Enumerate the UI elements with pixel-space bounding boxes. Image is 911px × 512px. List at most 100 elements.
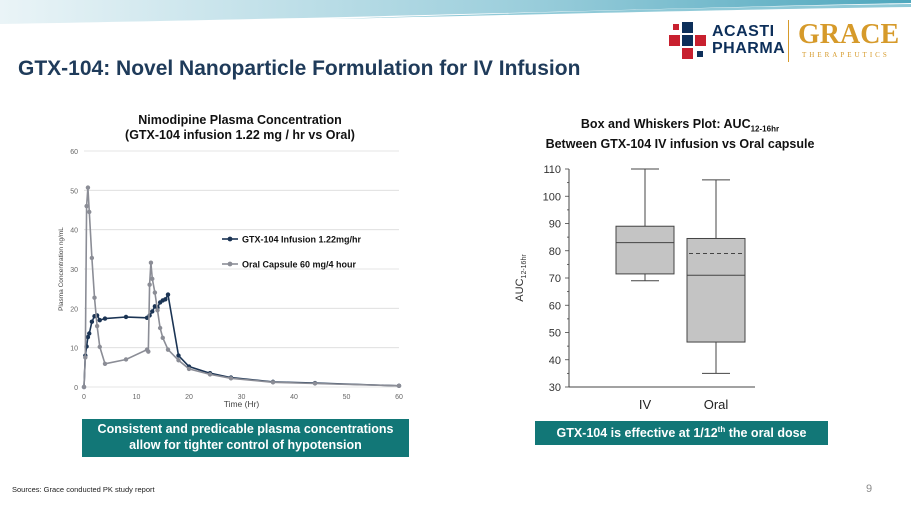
iv-iqr-box xyxy=(615,225,675,275)
y-tick-label: 40 xyxy=(70,228,78,235)
right-chart-title-line1: Box and Whiskers Plot: AUC12-16hr xyxy=(530,117,830,137)
iv-data-point xyxy=(123,314,129,320)
auc-box-whisker-chart: 30 40 50 60 70 80 90 100 110 AUC12-16hr IV Oral xyxy=(514,164,755,412)
oral-data-point xyxy=(207,372,213,377)
y-tick-label: 110 xyxy=(543,164,561,176)
y-tick-label: 60 xyxy=(70,149,78,156)
oral-data-point xyxy=(81,384,87,390)
right-chart-title-line2: Between GTX-104 IV infusion vs Oral caps… xyxy=(545,136,815,151)
oral-iqr-box xyxy=(686,237,746,343)
acasti-logo-line1: ACASTI xyxy=(712,23,775,40)
legend-swatch-marker xyxy=(227,261,233,267)
right-callout-box: GTX-104 is effective at 1/12th the oral … xyxy=(535,421,828,445)
x-tick-label: 40 xyxy=(290,394,298,401)
legend-swatch-marker xyxy=(227,236,233,242)
iv-data-point xyxy=(85,334,91,340)
x-tick-label: 0 xyxy=(82,394,86,401)
oral-data-point xyxy=(87,209,92,215)
acasti-logo-line2: PHARMA xyxy=(712,40,786,57)
acasti-logo-icon xyxy=(669,22,706,59)
x-tick-label: 30 xyxy=(238,394,246,401)
y-tick-label: 100 xyxy=(543,191,561,203)
y-axis-label: AUC12-16hr xyxy=(514,254,528,302)
oral-data-point xyxy=(123,357,129,362)
oral-data-point xyxy=(186,366,192,372)
left-chart-title-line1: Nimodipine Plasma Concentration xyxy=(138,113,342,127)
y-tick-label: 30 xyxy=(549,382,561,394)
x-tick-label: 60 xyxy=(395,394,403,401)
oral-data-point xyxy=(97,344,102,350)
left-callout-line2: allow for tighter control of hypotension xyxy=(129,438,362,452)
right-chart-title-main: Box and Whiskers Plot: AUC xyxy=(580,117,751,131)
oral-data-point xyxy=(155,308,160,313)
oral-data-point xyxy=(94,323,100,329)
oral-data-point xyxy=(157,325,163,331)
grace-logo-subtitle: THERAPEUTICS xyxy=(802,51,890,59)
iv-data-point xyxy=(176,353,181,358)
y-tick-label: 0 xyxy=(74,385,78,392)
y-tick-label: 10 xyxy=(70,346,78,353)
left-chart-title: Nimodipine Plasma Concentration (GTX-104… xyxy=(80,113,400,143)
y-tick-label: 60 xyxy=(549,300,561,312)
x-axis-label: Time (Hr) xyxy=(224,399,260,409)
iv-data-point xyxy=(97,317,102,323)
oral-data-point xyxy=(146,349,151,354)
right-callout-superscript: th xyxy=(717,424,726,434)
left-callout-box: Consistent and predicable plasma concent… xyxy=(82,419,409,457)
oral-data-point xyxy=(150,276,155,282)
y-tick-label: 90 xyxy=(549,219,561,231)
oral-data-point xyxy=(270,380,276,385)
oral-data-point xyxy=(396,383,402,389)
header-swoosh-decoration xyxy=(0,0,911,24)
legend-label: GTX-104 Infusion 1.22mg/hr xyxy=(242,235,362,245)
sources-note: Sources: Grace conducted PK study report xyxy=(12,485,155,494)
x-category-label: IV xyxy=(639,397,652,412)
oral-data-point xyxy=(102,361,108,366)
x-tick-label: 10 xyxy=(133,394,141,401)
right-chart-title-subscript: 12-16hr xyxy=(750,124,780,134)
series-line-oral xyxy=(83,187,400,388)
oral-data-point xyxy=(160,335,165,341)
oral-data-point xyxy=(176,358,181,363)
y-tick-label: 50 xyxy=(70,188,78,195)
y-tick-label: 40 xyxy=(549,355,561,367)
slide-title: GTX-104: Novel Nanoparticle Formulation … xyxy=(18,57,581,80)
company-logos: ACASTI PHARMA GRACE THERAPEUTICS xyxy=(668,20,908,64)
oral-data-point xyxy=(92,295,97,300)
oral-data-point xyxy=(89,255,95,261)
oral-data-point xyxy=(148,260,154,265)
iv-data-point xyxy=(102,316,108,321)
x-tick-label: 50 xyxy=(343,394,351,401)
y-tick-label: 50 xyxy=(549,328,561,340)
y-axis-label: Plasma Concentration ng/mL xyxy=(58,227,65,311)
oral-data-point xyxy=(165,347,171,352)
left-callout-line1: Consistent and predicable plasma concent… xyxy=(97,422,394,436)
oral-data-point xyxy=(228,376,234,381)
plasma-concentration-line-chart: 0 10 20 30 40 50 60 0 10 20 30 40 50 60 Time (Hr) Plasm… xyxy=(58,149,403,409)
y-tick-label: 30 xyxy=(70,267,78,274)
iv-data-point xyxy=(89,319,95,324)
oral-data-point xyxy=(147,282,152,287)
iv-data-point xyxy=(87,331,92,336)
page-number: 9 xyxy=(866,483,873,495)
right-callout-text: GTX-104 is effective at 1/12 xyxy=(556,426,718,440)
iv-data-point xyxy=(165,292,171,297)
oral-data-point xyxy=(84,203,89,209)
grace-logo-name: GRACE xyxy=(798,19,900,50)
y-tick-label: 80 xyxy=(549,246,561,258)
x-category-label: Oral xyxy=(704,397,729,412)
legend-label: Oral Capsule 60 mg/4 hour xyxy=(242,260,357,270)
left-chart-title-line2: (GTX-104 infusion 1.22 mg / hr vs Oral) xyxy=(125,128,355,142)
right-chart-title: Box and Whiskers Plot: AUC12-16hr Betwee… xyxy=(530,117,830,152)
oral-data-point xyxy=(85,185,91,190)
oral-data-point xyxy=(312,381,318,386)
iv-data-point xyxy=(150,309,155,314)
right-callout-text-end: the oral dose xyxy=(725,426,807,440)
y-tick-label: 70 xyxy=(549,273,561,285)
y-tick-label: 20 xyxy=(70,306,78,313)
logo-divider xyxy=(788,20,789,62)
iv-data-point xyxy=(163,297,168,302)
x-tick-label: 20 xyxy=(185,394,193,401)
oral-data-point xyxy=(83,355,88,360)
oral-data-point xyxy=(152,290,158,295)
